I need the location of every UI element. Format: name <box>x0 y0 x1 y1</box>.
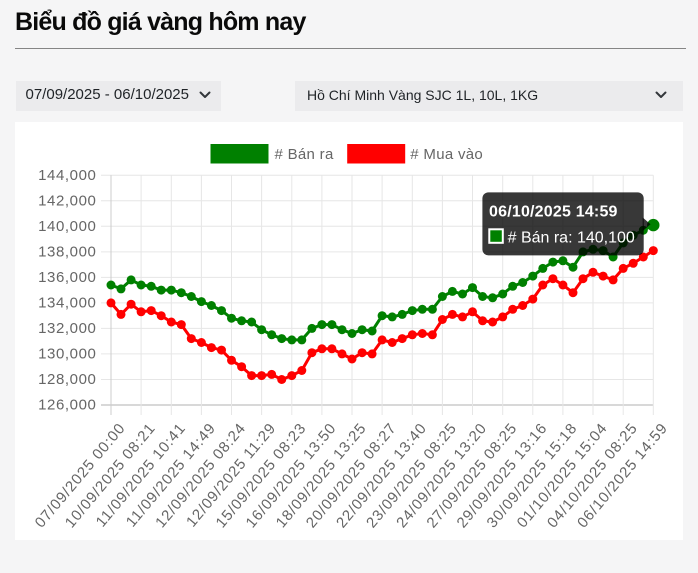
svg-text:06/10/2025 14:59: 06/10/2025 14:59 <box>489 204 618 221</box>
svg-text:144,000: 144,000 <box>38 167 96 184</box>
svg-text:# Bán ra: 140,100: # Bán ra: 140,100 <box>508 230 635 247</box>
svg-text:136,000: 136,000 <box>38 269 96 286</box>
svg-text:132,000: 132,000 <box>38 320 96 337</box>
svg-text:142,000: 142,000 <box>38 192 96 209</box>
svg-text:128,000: 128,000 <box>38 371 96 388</box>
svg-text:126,000: 126,000 <box>38 397 96 414</box>
svg-text:134,000: 134,000 <box>38 295 96 312</box>
svg-text:# Bán ra: # Bán ra <box>275 146 334 163</box>
svg-text:130,000: 130,000 <box>38 346 96 363</box>
svg-text:140,000: 140,000 <box>38 218 96 235</box>
svg-text:138,000: 138,000 <box>38 244 96 261</box>
svg-text:# Mua vào: # Mua vào <box>410 146 483 163</box>
